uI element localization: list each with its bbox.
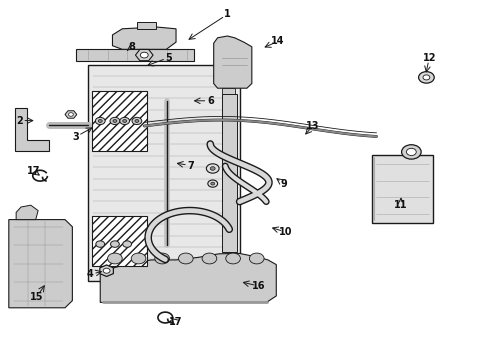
Text: 10: 10	[279, 227, 292, 237]
Polygon shape	[112, 27, 176, 49]
Circle shape	[113, 120, 117, 122]
Circle shape	[249, 253, 264, 264]
Circle shape	[132, 117, 142, 125]
Polygon shape	[100, 253, 276, 302]
Text: 8: 8	[128, 42, 135, 52]
Circle shape	[206, 164, 219, 173]
Text: 4: 4	[87, 269, 94, 279]
Circle shape	[140, 52, 148, 58]
Circle shape	[225, 253, 240, 264]
Text: 17: 17	[169, 317, 183, 327]
Polygon shape	[222, 88, 234, 97]
Circle shape	[406, 148, 415, 156]
Text: 6: 6	[206, 96, 213, 106]
Polygon shape	[92, 91, 146, 151]
Circle shape	[135, 120, 139, 122]
Circle shape	[98, 120, 102, 122]
Text: 9: 9	[280, 179, 286, 189]
Polygon shape	[92, 216, 146, 266]
Circle shape	[96, 241, 104, 247]
Circle shape	[110, 241, 119, 247]
Circle shape	[210, 167, 215, 170]
Text: 11: 11	[393, 200, 407, 210]
Polygon shape	[76, 49, 194, 61]
Circle shape	[422, 75, 429, 80]
Circle shape	[95, 117, 105, 125]
Text: 13: 13	[305, 121, 319, 131]
Circle shape	[122, 241, 131, 247]
Circle shape	[202, 253, 216, 264]
Polygon shape	[137, 22, 156, 29]
Polygon shape	[222, 94, 237, 252]
Polygon shape	[15, 108, 49, 151]
Circle shape	[418, 72, 433, 83]
Circle shape	[120, 117, 129, 125]
Circle shape	[107, 253, 122, 264]
Text: 15: 15	[30, 292, 43, 302]
Polygon shape	[213, 36, 251, 88]
Text: 5: 5	[165, 53, 172, 63]
Polygon shape	[9, 220, 72, 308]
Text: 14: 14	[270, 36, 284, 46]
Text: 16: 16	[252, 281, 265, 291]
Circle shape	[110, 117, 120, 125]
Polygon shape	[135, 49, 153, 61]
Polygon shape	[100, 265, 113, 276]
Circle shape	[122, 120, 126, 122]
Text: 7: 7	[187, 161, 194, 171]
Text: 12: 12	[422, 53, 435, 63]
Circle shape	[68, 113, 73, 116]
Polygon shape	[16, 205, 38, 220]
Circle shape	[210, 182, 214, 185]
Circle shape	[178, 253, 193, 264]
Polygon shape	[371, 155, 432, 223]
Circle shape	[155, 253, 169, 264]
Text: 1: 1	[224, 9, 230, 19]
Circle shape	[401, 145, 420, 159]
Text: 17: 17	[26, 166, 40, 176]
Circle shape	[207, 180, 217, 187]
Text: 2: 2	[16, 116, 23, 126]
Circle shape	[131, 253, 145, 264]
Polygon shape	[88, 65, 239, 281]
Polygon shape	[65, 111, 77, 118]
Text: 3: 3	[72, 132, 79, 142]
Circle shape	[103, 268, 110, 273]
